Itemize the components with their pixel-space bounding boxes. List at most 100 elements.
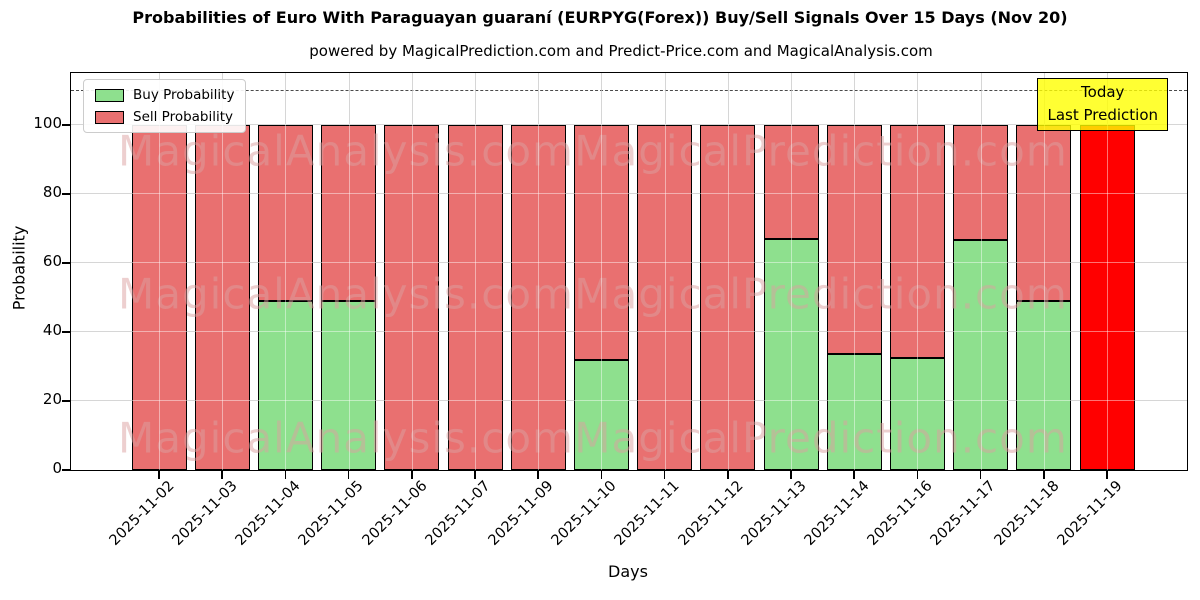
- grid-line-vertical-overlay: [411, 73, 413, 470]
- annotation-line-2: Last Prediction: [1047, 106, 1158, 125]
- bar-sell-segment: [257, 124, 313, 301]
- x-tick-mark: [411, 471, 413, 479]
- x-tick-label: 2025-11-12: [675, 478, 747, 549]
- grid-line-horizontal-overlay: [71, 399, 1187, 401]
- bar-buy-segment: [826, 354, 882, 470]
- bar-sell-segment: [194, 124, 250, 470]
- watermark-text: MagicalAnalysis.com: [118, 269, 574, 319]
- grid-line-vertical-overlay: [348, 73, 350, 470]
- bar-sell-segment: [889, 124, 945, 358]
- x-tick-mark: [727, 471, 729, 479]
- y-tick-mark: [62, 469, 71, 471]
- bar-sell-segment: [763, 124, 819, 239]
- x-tick-mark: [663, 471, 666, 479]
- legend-label-buy: Buy Probability: [133, 87, 235, 103]
- today-annotation-box: Today Last Prediction: [1037, 78, 1168, 131]
- plot-area: Buy Probability Sell Probability Today L…: [62, 72, 1188, 479]
- x-tick-label: 2025-11-10: [548, 478, 620, 549]
- grid-line-horizontal: [71, 123, 1187, 125]
- grid-line-vertical-overlay: [917, 73, 919, 470]
- legend-label-sell: Sell Probability: [133, 109, 234, 125]
- x-tick-mark: [853, 471, 855, 479]
- y-tick-mark: [62, 262, 71, 264]
- bar-sell-segment: [1079, 124, 1135, 470]
- y-tick-label: 0: [52, 459, 62, 477]
- x-tick-label: 2025-11-14: [801, 478, 873, 549]
- x-tick-label: 2025-11-17: [928, 478, 999, 549]
- grid-line-vertical-overlay: [1043, 73, 1045, 470]
- grid-line-horizontal: [71, 261, 1187, 263]
- watermark-text: MagicalPrediction.com: [574, 126, 1068, 176]
- grid-line-vertical-overlay: [159, 73, 160, 470]
- x-tick-mark: [158, 471, 160, 479]
- grid-line-vertical-overlay: [791, 73, 792, 470]
- x-tick-label: 2025-11-19: [1054, 478, 1126, 549]
- grid-line-horizontal-overlay: [71, 261, 1187, 263]
- x-tick-label: 2025-11-05: [296, 478, 367, 549]
- x-tick-mark: [221, 471, 223, 479]
- x-axis-label: Days: [608, 562, 648, 581]
- x-tick-mark: [347, 471, 350, 479]
- x-tick-label: 2025-11-07: [422, 478, 494, 549]
- bar-sell-segment: [826, 124, 882, 355]
- chart-subtitle: powered by MagicalPrediction.com and Pre…: [309, 42, 933, 60]
- watermark-text: MagicalPrediction.com: [574, 269, 1068, 319]
- y-tick-mark: [62, 331, 71, 333]
- watermark-text: MagicalAnalysis.com: [118, 413, 574, 463]
- y-tick-label: 100: [33, 113, 62, 132]
- x-tick-label: 2025-11-11: [612, 478, 683, 549]
- x-tick-mark: [979, 471, 982, 479]
- x-tick-mark: [1106, 471, 1108, 479]
- grid-line-vertical-overlay: [727, 73, 729, 470]
- y-tick-label: 20: [42, 389, 62, 408]
- grid-line-vertical-overlay: [538, 73, 540, 470]
- grid-line-vertical-overlay: [601, 73, 603, 470]
- bar-sell-segment: [573, 124, 629, 360]
- grid-line-vertical-overlay: [1107, 73, 1108, 470]
- x-tick-label: 2025-11-13: [738, 478, 810, 549]
- x-tick-label: 2025-11-09: [485, 478, 557, 549]
- x-tick-label: 2025-11-06: [359, 478, 431, 549]
- bar-buy-segment: [763, 238, 819, 470]
- x-tick-mark: [284, 471, 287, 479]
- grid-line-vertical-overlay: [854, 73, 856, 470]
- bar-buy-segment: [257, 300, 313, 470]
- bar-buy-segment: [321, 300, 377, 470]
- bar-buy-segment: [573, 359, 629, 470]
- sell-color-swatch: [95, 110, 124, 124]
- bar-sell-segment: [321, 124, 377, 301]
- buy-color-swatch: [95, 88, 124, 102]
- bar-sell-segment: [953, 124, 1009, 241]
- grid-line-horizontal: [71, 192, 1187, 194]
- bar-sell-segment: [384, 124, 440, 470]
- x-tick-label: 2025-11-02: [106, 478, 178, 549]
- grid-line-horizontal: [71, 330, 1187, 332]
- threshold-dashed-line: [71, 90, 1187, 92]
- y-tick-label: 80: [42, 182, 62, 201]
- grid-line-horizontal-overlay: [71, 123, 1187, 125]
- bar-buy-segment: [1016, 300, 1072, 470]
- legend: Buy Probability Sell Probability: [83, 79, 247, 133]
- x-tick-mark: [474, 471, 476, 479]
- x-tick-label: 2025-11-03: [169, 478, 241, 549]
- bar-sell-segment: [1016, 124, 1072, 301]
- watermark-text: MagicalAnalysis.com: [118, 126, 574, 176]
- grid-line-horizontal-overlay: [71, 330, 1187, 332]
- grid-line-vertical-overlay: [475, 73, 476, 470]
- grid-line-vertical-overlay: [285, 73, 287, 470]
- bar-buy-segment: [889, 357, 945, 470]
- bar-sell-segment: [131, 124, 187, 470]
- y-tick-mark: [62, 193, 71, 195]
- bar-buy-segment: [953, 240, 1009, 470]
- x-tick-label: 2025-11-04: [232, 478, 304, 549]
- annotation-line-1: Today: [1081, 83, 1125, 101]
- y-tick-mark: [62, 400, 71, 402]
- x-tick-mark: [537, 471, 539, 479]
- x-tick-mark: [1043, 471, 1045, 479]
- legend-item-buy: Buy Probability: [95, 87, 234, 103]
- x-tick-label: 2025-11-16: [864, 478, 936, 549]
- x-tick-label: 2025-11-18: [991, 478, 1063, 549]
- bar-sell-segment: [447, 124, 503, 470]
- grid-line-vertical-overlay: [980, 73, 982, 470]
